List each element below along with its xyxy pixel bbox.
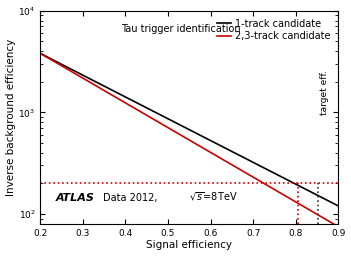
2,3-track candidate: [283, 194, 287, 197]
2,3-track candidate: [216, 155, 220, 158]
1-track candidate: [38, 52, 42, 55]
Y-axis label: Inverse background efficiency: Inverse background efficiency: [6, 39, 15, 196]
2,3-track candidate: [336, 225, 340, 228]
Text: Tau trigger identification: Tau trigger identification: [121, 24, 240, 34]
1-track candidate: [336, 204, 340, 207]
Line: 1-track candidate: 1-track candidate: [40, 54, 338, 206]
1-track candidate: [283, 177, 287, 180]
Legend: 1-track candidate, 2,3-track candidate: 1-track candidate, 2,3-track candidate: [214, 16, 333, 44]
1-track candidate: [199, 134, 204, 137]
2,3-track candidate: [199, 146, 204, 149]
1-track candidate: [216, 143, 220, 146]
2,3-track candidate: [329, 221, 333, 224]
Line: 2,3-track candidate: 2,3-track candidate: [40, 54, 338, 227]
2,3-track candidate: [181, 135, 186, 138]
1-track candidate: [329, 201, 333, 204]
1-track candidate: [180, 124, 184, 127]
2,3-track candidate: [38, 52, 42, 55]
2,3-track candidate: [180, 134, 184, 137]
Text: $\sqrt{s}$=8TeV: $\sqrt{s}$=8TeV: [189, 190, 238, 202]
Text: target eff.: target eff.: [320, 70, 329, 115]
1-track candidate: [181, 125, 186, 128]
Text: ATLAS: ATLAS: [55, 193, 94, 202]
X-axis label: Signal efficiency: Signal efficiency: [146, 240, 232, 250]
Text: Data 2012,: Data 2012,: [103, 193, 164, 202]
